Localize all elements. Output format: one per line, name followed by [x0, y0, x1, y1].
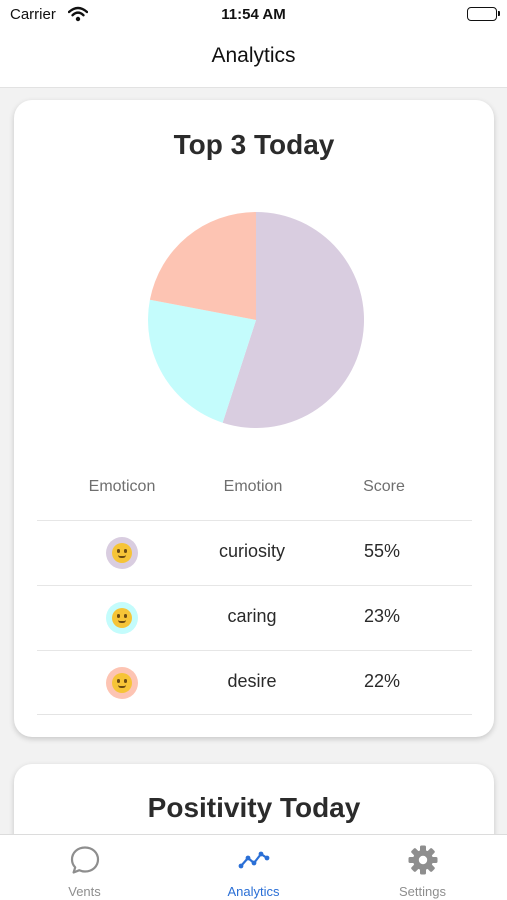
- tab-settings-label: Settings: [399, 884, 446, 899]
- score-cell: 55%: [363, 541, 401, 561]
- page-title: Analytics: [211, 44, 296, 67]
- column-header-emotion: Emotion: [223, 478, 283, 495]
- tab-vents-label: Vents: [68, 884, 101, 899]
- table-row: curiosity 55%: [37, 520, 472, 584]
- emotion-pie-chart: [147, 212, 365, 428]
- tab-settings[interactable]: Settings: [338, 835, 507, 900]
- status-bar: Carrier 11:54 AM: [0, 0, 507, 30]
- table-row: desire 22%: [37, 650, 472, 714]
- wifi-icon: [67, 6, 89, 27]
- tab-analytics[interactable]: Analytics: [169, 835, 338, 900]
- pie-slice-curiosity: [222, 212, 365, 428]
- kissing-face-icon: [106, 667, 138, 699]
- carrier-label: Carrier: [10, 6, 56, 23]
- battery-icon: [467, 7, 500, 21]
- tab-vents[interactable]: Vents: [0, 835, 169, 900]
- thinking-face-icon: [106, 537, 138, 569]
- column-header-score: Score: [363, 478, 405, 495]
- nav-bar: Analytics: [0, 30, 507, 88]
- emotion-cell: curiosity: [218, 541, 285, 561]
- hugging-face-icon: [106, 602, 138, 634]
- positivity-title: Positivity Today: [147, 792, 361, 823]
- positivity-card: Positivity Today: [14, 764, 494, 834]
- emotion-cell: desire: [227, 671, 277, 691]
- column-header-emoticon: Emoticon: [88, 478, 156, 495]
- pie-slice-desire: [149, 212, 256, 320]
- tab-analytics-label: Analytics: [227, 884, 280, 899]
- top3-title: Top 3 Today: [173, 129, 335, 160]
- gear-icon: [407, 844, 439, 876]
- chat-bubble-icon: [69, 844, 101, 876]
- score-cell: 22%: [363, 671, 401, 691]
- score-cell: 23%: [363, 606, 401, 626]
- analytics-content[interactable]: Top 3 Today Emoticon Emotion Score curio…: [0, 88, 507, 834]
- clock: 11:54 AM: [221, 6, 286, 23]
- table-bottom-divider: [37, 714, 472, 715]
- top3-card: Top 3 Today Emoticon Emotion Score curio…: [14, 100, 494, 737]
- emotion-cell: caring: [227, 606, 277, 626]
- table-row: caring 23%: [37, 585, 472, 649]
- trend-line-icon: [238, 844, 270, 876]
- tab-bar: Vents Analytics: [0, 834, 507, 900]
- pie-slice-caring: [147, 299, 256, 423]
